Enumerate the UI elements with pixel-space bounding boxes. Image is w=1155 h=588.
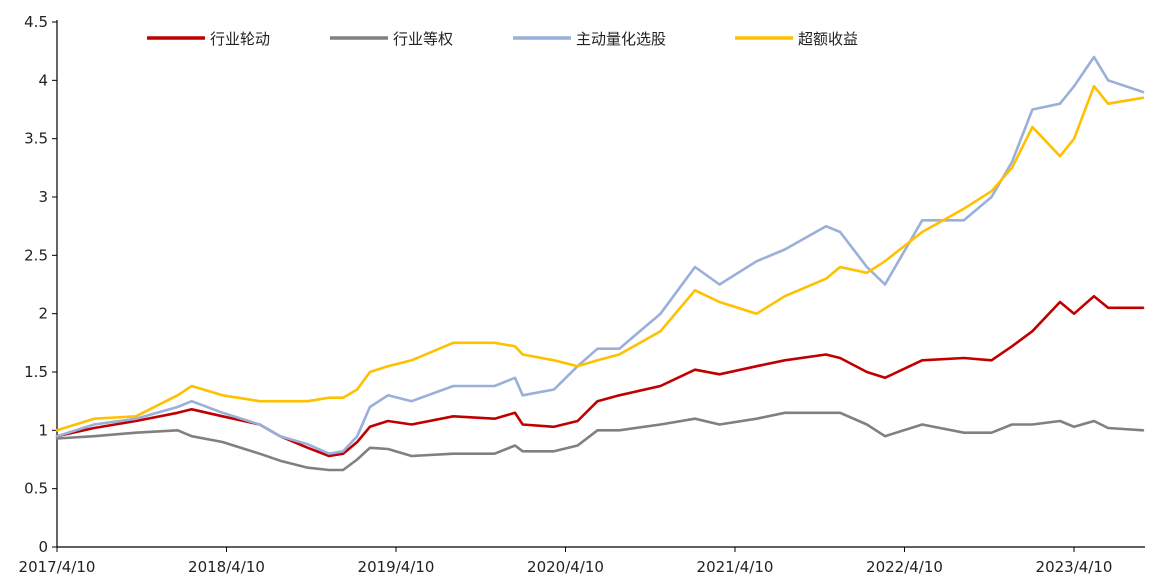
legend: 行业轮动 行业等权 主动量化选股 超额收益 (147, 30, 858, 48)
y-tick-label: 1.5 (24, 363, 48, 381)
y-tick-label: 4.5 (24, 13, 48, 31)
x-tick-label: 2017/4/10 (19, 558, 96, 576)
series-layer (55, 55, 1145, 472)
legend-label-0: 行业轮动 (210, 30, 270, 48)
y-tick-label: 2 (38, 305, 48, 323)
x-tick-label: 2020/4/10 (527, 558, 604, 576)
y-tick-label: 0.5 (24, 480, 48, 498)
series-line-1 (55, 411, 1145, 472)
x-tick-label: 2019/4/10 (358, 558, 435, 576)
y-tick-label: 3.5 (24, 130, 48, 148)
legend-label-3: 超额收益 (798, 30, 858, 48)
series-line-2 (55, 55, 1145, 455)
y-tick-label: 2.5 (24, 246, 48, 264)
y-tick-label: 3 (38, 188, 48, 206)
y-tick-label: 0 (38, 538, 48, 556)
x-tick-label: 2022/4/10 (866, 558, 943, 576)
series-line-3 (55, 84, 1145, 432)
x-tick-label: 2021/4/10 (697, 558, 774, 576)
y-tick-label: 4 (38, 71, 48, 89)
x-tick-label: 2023/4/10 (1036, 558, 1113, 576)
y-tick-label: 1 (38, 421, 48, 439)
legend-label-1: 行业等权 (393, 30, 453, 48)
x-axis: 2017/4/10 2018/4/10 2019/4/10 2020/4/10 2021… (19, 546, 1145, 576)
y-axis: 0 0.5 1 1.5 2 2.5 3 3.5 4 4.5 (24, 13, 58, 556)
legend-label-2: 主动量化选股 (576, 30, 666, 48)
x-tick-label: 2018/4/10 (188, 558, 265, 576)
